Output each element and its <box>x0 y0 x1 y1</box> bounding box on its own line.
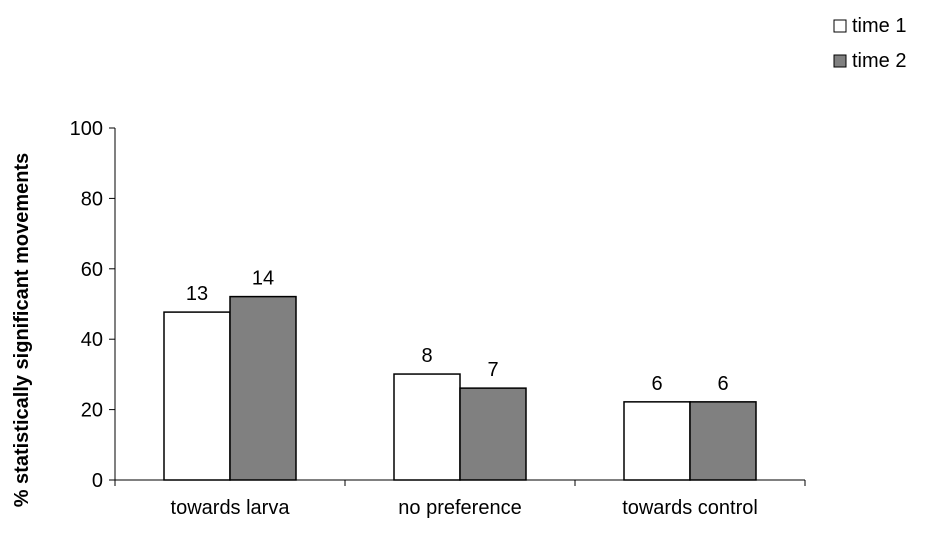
bars <box>163 295 757 481</box>
y-tick-label: 20 <box>81 400 103 422</box>
legend-swatch <box>833 19 847 33</box>
y-axis-label: % statistically significant movements <box>11 153 33 508</box>
bar <box>689 401 757 481</box>
data-label: 13 <box>186 283 208 305</box>
y-tick-label: 100 <box>70 118 103 140</box>
legend-label: time 1 <box>852 15 906 37</box>
x-tick-label: towards larva <box>171 497 291 519</box>
data-label: 14 <box>252 268 274 290</box>
legend-label: time 2 <box>852 50 906 72</box>
y-tick-label: 80 <box>81 188 103 210</box>
bar <box>229 295 297 481</box>
x-tick-label: no preference <box>398 497 521 519</box>
data-label: 6 <box>717 373 728 395</box>
bar <box>623 401 691 481</box>
y-tick-label: 0 <box>92 470 103 492</box>
data-label: 8 <box>421 345 432 367</box>
x-ticks: towards larva no preference towards contro… <box>114 480 806 519</box>
bar <box>393 373 461 481</box>
data-labels: 13 14 8 7 6 6 <box>186 268 729 395</box>
legend: time 1 time 2 <box>833 15 906 72</box>
legend-swatch <box>833 54 847 68</box>
data-label: 6 <box>651 373 662 395</box>
x-tick-label: towards control <box>622 497 758 519</box>
y-tick-label: 60 <box>81 259 103 281</box>
bar <box>163 311 231 481</box>
bar <box>459 387 527 481</box>
y-tick-label: 40 <box>81 329 103 351</box>
data-label: 7 <box>487 359 498 381</box>
y-ticks: 0 20 40 60 80 100 <box>70 118 115 492</box>
